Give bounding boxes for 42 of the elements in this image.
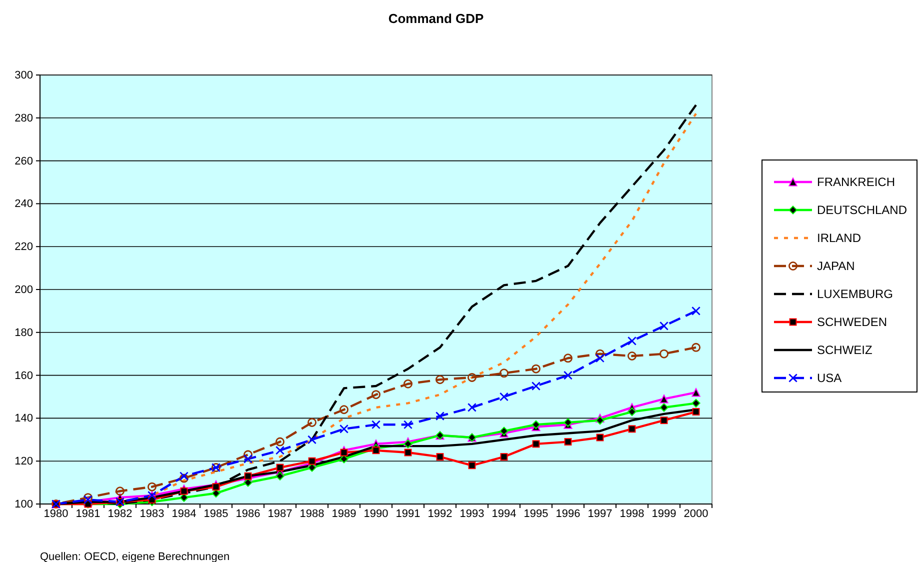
y-tick-label: 280 [14,112,33,124]
x-tick-label: 2000 [684,508,708,520]
legend-label: FRANKREICH [817,175,896,189]
legend-label: SCHWEDEN [817,315,888,329]
x-tick-label: 1985 [204,508,228,520]
x-tick-label: 1983 [140,508,164,520]
x-tick-label: 1997 [588,508,612,520]
x-tick-label: 1991 [396,508,420,520]
legend-label: USA [817,371,842,385]
y-tick-label: 300 [14,70,33,82]
legend-label: DEUTSCHLAND [817,203,908,217]
y-tick-label: 220 [14,241,33,254]
x-tick-label: 1996 [556,508,580,520]
x-tick-label: 1998 [620,508,644,520]
y-tick-label: 160 [14,370,33,382]
y-tick-label: 180 [14,326,33,339]
x-tick-label: 1986 [236,508,260,520]
x-tick-label: 1993 [460,508,484,520]
x-tick-label: 1995 [524,508,548,520]
y-tick-label: 260 [14,155,33,168]
x-tick-label: 1988 [300,508,324,520]
x-tick-label: 1999 [652,508,676,520]
y-tick-label: 120 [14,456,33,468]
chart-title: Command GDP [388,11,484,26]
y-tick-label: 240 [14,198,33,210]
y-tick-label: 140 [14,412,33,425]
x-tick-label: 1987 [268,508,292,520]
x-tick-label: 1989 [332,508,356,520]
x-tick-label: 1992 [428,508,452,520]
y-tick-label: 200 [14,284,33,296]
x-tick-label: 1994 [492,508,516,520]
x-tick-label: 1990 [364,508,388,520]
x-tick-label: 1980 [44,508,68,520]
legend-label: SCHWEIZ [817,343,872,357]
legend-label: IRLAND [817,231,862,245]
legend-label: JAPAN [817,259,855,273]
x-tick-label: 1984 [172,508,196,520]
x-tick-label: 1982 [108,508,132,520]
source-note: Quellen: OECD, eigene Berechnungen [40,551,230,562]
y-tick-label: 100 [14,498,33,511]
legend-label: LUXEMBURG [817,287,894,301]
x-tick-label: 1981 [76,508,100,520]
